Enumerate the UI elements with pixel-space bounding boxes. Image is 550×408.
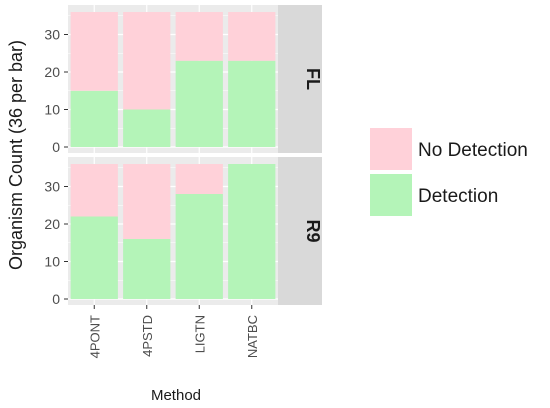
- facet-panel-r9: 0 10 20 30 R9: [44, 157, 323, 307]
- bar-detection-natbc: [228, 60, 276, 147]
- bar-no-detection-ligtn: [175, 12, 223, 61]
- bar-detection-4pont: [70, 90, 118, 147]
- x-axis: 4PONT 4PSTD LIGTN NATBC: [87, 305, 260, 358]
- y-tick-label: 10: [44, 254, 60, 270]
- legend-label: Detection: [418, 186, 498, 207]
- y-tick-label: 0: [52, 139, 60, 155]
- panels-layer: 0 10 20 30 FL 0 10 20 30 R9 4PONT 4PSTD LIGTN NATBC: [44, 5, 323, 358]
- facet-strip-label: FL: [303, 68, 323, 90]
- legend-key-no-detection: [370, 128, 412, 170]
- bar-detection-4pstd: [123, 239, 171, 299]
- y-tick-label: 30: [44, 27, 60, 43]
- x-tick-label: 4PSTD: [140, 315, 155, 357]
- facet-strip: [278, 5, 322, 153]
- bar-detection-ligtn: [175, 60, 223, 147]
- x-tick-label: LIGTN: [192, 315, 207, 353]
- bar-no-detection-4pont: [70, 164, 118, 217]
- legend: No Detection Detection: [370, 128, 528, 216]
- y-axis-title: Organism Count (36 per bar): [6, 40, 26, 270]
- legend-label: No Detection: [418, 140, 528, 161]
- bar-no-detection-4pstd: [123, 164, 171, 239]
- x-axis-title: Method: [151, 387, 201, 404]
- facet-panel-fl: 0 10 20 30 FL: [44, 5, 323, 155]
- x-tick-label: 4PONT: [87, 315, 102, 358]
- y-tick-label: 30: [44, 179, 60, 195]
- bar-detection-ligtn: [175, 194, 223, 299]
- y-tick-label: 10: [44, 102, 60, 118]
- facet-strip: [278, 157, 322, 305]
- y-tick-label: 0: [52, 291, 60, 307]
- bar-no-detection-ligtn: [175, 164, 223, 194]
- legend-key-detection: [370, 174, 412, 216]
- y-tick-label: 20: [44, 64, 60, 80]
- facet-strip-label: R9: [303, 219, 323, 242]
- bar-detection-4pont: [70, 216, 118, 299]
- bar-no-detection-4pont: [70, 12, 118, 91]
- bar-detection-natbc: [228, 164, 276, 299]
- bar-no-detection-4pstd: [123, 12, 171, 110]
- bar-detection-4pstd: [123, 109, 171, 147]
- y-tick-label: 20: [44, 216, 60, 232]
- bar-no-detection-natbc: [228, 12, 276, 61]
- x-tick-label: NATBC: [245, 315, 260, 358]
